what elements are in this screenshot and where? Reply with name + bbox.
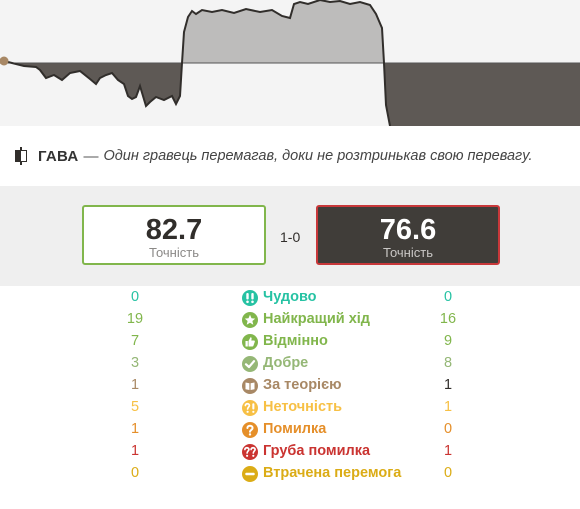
move-classification-table: 0 Чудово 0 19 Найкращий хід 16 7 Відмінн… [0,287,580,485]
classification-row-good[interactable]: 3 Добре 8 [0,353,580,375]
white-count: 0 [130,289,140,305]
white-count: 0 [130,465,140,481]
black-count: 1 [443,377,453,393]
headline-title: ГАВА [38,147,79,165]
blunder-icon [242,444,258,460]
white-count: 1 [130,377,140,393]
black-count: 16 [439,311,457,327]
black-count: 9 [443,333,453,349]
classification-name: Відмінно [263,333,328,349]
white-count: 5 [130,399,140,415]
classification-name: Найкращий хід [263,311,371,327]
classification-name: Чудово [263,289,317,305]
brilliant-icon [242,290,258,306]
white-accuracy-value: 82.7 [145,214,203,246]
white-count: 1 [130,421,140,437]
black-count: 0 [443,465,453,481]
black-count: 0 [443,289,453,305]
game-score: 1-0 [280,229,301,245]
book-icon [242,378,258,394]
accuracy-summary: 82.7 Точність 1-0 76.6 Точність [0,186,580,286]
classification-row-blunder[interactable]: 1 Груба помилка 1 [0,441,580,463]
classification-row-book[interactable]: 1 За теорією 1 [0,375,580,397]
evaluation-graph[interactable] [0,0,580,126]
black-count: 0 [443,421,453,437]
white-count: 19 [126,311,144,327]
thumbs-up-icon [242,334,258,350]
classification-row-best[interactable]: 19 Найкращий хід 16 [0,309,580,331]
white-accuracy-card: 82.7 Точність [82,205,266,265]
game-headline: ГАВА — Один гравець перемагав, доки не р… [0,126,580,186]
black-accuracy-card: 76.6 Точність [316,205,500,265]
headline-dash: — [83,147,99,165]
check-icon [242,356,258,372]
graph-current-move-marker[interactable] [0,56,9,66]
minus-icon [242,466,258,482]
white-count: 1 [130,443,140,459]
headline-description: Один гравець перемагав, доки не розтринь… [103,148,533,164]
candlestick-icon [15,147,27,165]
classification-row-inaccuracy[interactable]: 5 Неточність 1 [0,397,580,419]
star-icon [242,312,258,328]
classification-name: Помилка [263,421,327,437]
question-icon [242,422,258,438]
classification-name: Груба помилка [263,443,371,459]
classification-name: Неточність [263,399,343,415]
classification-row-brilliant[interactable]: 0 Чудово 0 [0,287,580,309]
black-accuracy-label: Точність [383,245,433,260]
classification-row-mistake[interactable]: 1 Помилка 0 [0,419,580,441]
white-accuracy-label: Точність [149,245,199,260]
inaccuracy-icon [242,400,258,416]
evaluation-chart [0,0,580,126]
black-count: 8 [443,355,453,371]
white-count: 3 [130,355,140,371]
black-accuracy-value: 76.6 [379,214,437,246]
classification-name: Втрачена перемога [263,465,402,481]
graph-disadvantage-area [12,63,182,106]
classification-name: Добре [263,355,309,371]
white-count: 7 [130,333,140,349]
graph-black-advantage-area [384,63,580,126]
classification-row-excellent[interactable]: 7 Відмінно 9 [0,331,580,353]
classification-name: За теорією [263,377,342,393]
black-count: 1 [443,443,453,459]
classification-row-missed-win[interactable]: 0 Втрачена перемога 0 [0,463,580,485]
black-count: 1 [443,399,453,415]
graph-eval-line [3,0,391,126]
